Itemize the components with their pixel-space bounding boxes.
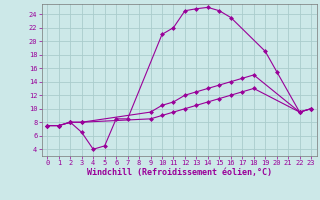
X-axis label: Windchill (Refroidissement éolien,°C): Windchill (Refroidissement éolien,°C) bbox=[87, 168, 272, 177]
